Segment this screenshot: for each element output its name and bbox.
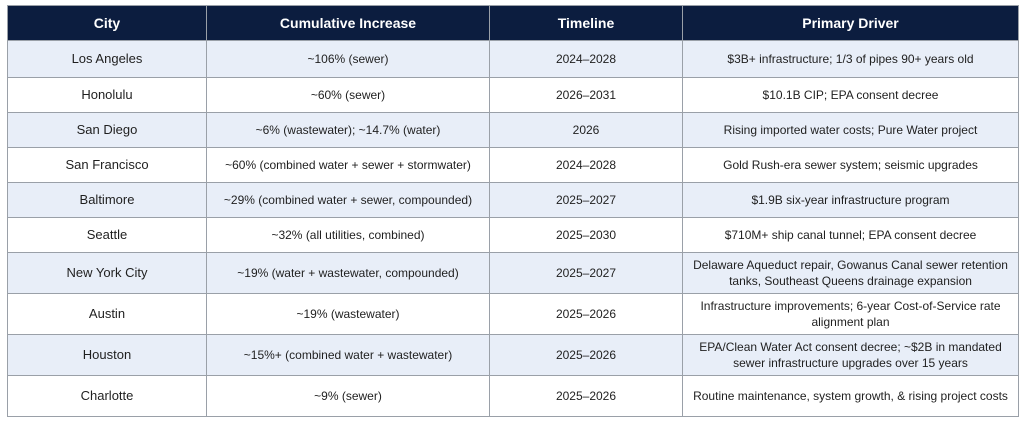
- table-row: Honolulu ~60% (sewer) 2026–2031 $10.1B C…: [7, 77, 1019, 113]
- cell-timeline: 2025–2026: [489, 334, 683, 376]
- table-row: San Francisco ~60% (combined water + sew…: [7, 147, 1019, 183]
- cell-driver: Gold Rush-era sewer system; seismic upgr…: [682, 147, 1019, 183]
- table-row: Los Angeles ~106% (sewer) 2024–2028 $3B+…: [7, 40, 1019, 78]
- table-row: Austin ~19% (wastewater) 2025–2026 Infra…: [7, 293, 1019, 335]
- cell-timeline: 2026: [489, 112, 683, 148]
- cell-driver: EPA/Clean Water Act consent decree; ~$2B…: [682, 334, 1019, 376]
- cell-increase: ~32% (all utilities, combined): [206, 217, 490, 253]
- cell-timeline: 2025–2027: [489, 182, 683, 218]
- cell-increase: ~9% (sewer): [206, 375, 490, 417]
- cell-driver: Delaware Aqueduct repair, Gowanus Canal …: [682, 252, 1019, 294]
- cell-driver: Rising imported water costs; Pure Water …: [682, 112, 1019, 148]
- cell-city: Los Angeles: [7, 40, 207, 78]
- cell-city: San Diego: [7, 112, 207, 148]
- rate-increase-table-container: City Cumulative Increase Timeline Primar…: [7, 5, 1019, 417]
- cell-timeline: 2024–2028: [489, 40, 683, 78]
- cell-driver: $1.9B six-year infrastructure program: [682, 182, 1019, 218]
- cell-increase: ~60% (sewer): [206, 77, 490, 113]
- cell-timeline: 2025–2026: [489, 293, 683, 335]
- cell-increase: ~15%+ (combined water + wastewater): [206, 334, 490, 376]
- table-header-row: City Cumulative Increase Timeline Primar…: [7, 5, 1019, 41]
- header-city[interactable]: City: [7, 5, 207, 41]
- header-primary-driver[interactable]: Primary Driver: [682, 5, 1019, 41]
- cell-driver: $10.1B CIP; EPA consent decree: [682, 77, 1019, 113]
- cell-increase: ~60% (combined water + sewer + stormwate…: [206, 147, 490, 183]
- cell-driver: Routine maintenance, system growth, & ri…: [682, 375, 1019, 417]
- cell-increase: ~19% (water + wastewater, compounded): [206, 252, 490, 294]
- cell-increase: ~19% (wastewater): [206, 293, 490, 335]
- table-row: New York City ~19% (water + wastewater, …: [7, 252, 1019, 294]
- cell-timeline: 2026–2031: [489, 77, 683, 113]
- cell-increase: ~106% (sewer): [206, 40, 490, 78]
- cell-city: San Francisco: [7, 147, 207, 183]
- cell-timeline: 2025–2026: [489, 375, 683, 417]
- table-row: Seattle ~32% (all utilities, combined) 2…: [7, 217, 1019, 253]
- table-row: Charlotte ~9% (sewer) 2025–2026 Routine …: [7, 375, 1019, 417]
- cell-driver: $3B+ infrastructure; 1/3 of pipes 90+ ye…: [682, 40, 1019, 78]
- cell-city: Seattle: [7, 217, 207, 253]
- cell-city: New York City: [7, 252, 207, 294]
- cell-city: Honolulu: [7, 77, 207, 113]
- cell-city: Charlotte: [7, 375, 207, 417]
- cell-driver: Infrastructure improvements; 6-year Cost…: [682, 293, 1019, 335]
- cell-increase: ~29% (combined water + sewer, compounded…: [206, 182, 490, 218]
- cell-driver: $710M+ ship canal tunnel; EPA consent de…: [682, 217, 1019, 253]
- cell-timeline: 2025–2030: [489, 217, 683, 253]
- header-cumulative-increase[interactable]: Cumulative Increase: [206, 5, 490, 41]
- table-row: Houston ~15%+ (combined water + wastewat…: [7, 334, 1019, 376]
- table-row: San Diego ~6% (wastewater); ~14.7% (wate…: [7, 112, 1019, 148]
- cell-city: Austin: [7, 293, 207, 335]
- cell-timeline: 2024–2028: [489, 147, 683, 183]
- rate-increase-table: City Cumulative Increase Timeline Primar…: [7, 5, 1019, 417]
- cell-city: Houston: [7, 334, 207, 376]
- cell-city: Baltimore: [7, 182, 207, 218]
- cell-timeline: 2025–2027: [489, 252, 683, 294]
- header-timeline[interactable]: Timeline: [489, 5, 683, 41]
- table-row: Baltimore ~29% (combined water + sewer, …: [7, 182, 1019, 218]
- cell-increase: ~6% (wastewater); ~14.7% (water): [206, 112, 490, 148]
